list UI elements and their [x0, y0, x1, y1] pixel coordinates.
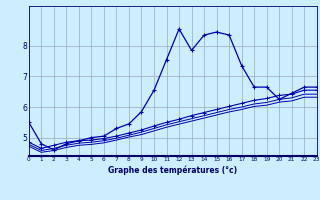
X-axis label: Graphe des températures (°c): Graphe des températures (°c)	[108, 165, 237, 175]
